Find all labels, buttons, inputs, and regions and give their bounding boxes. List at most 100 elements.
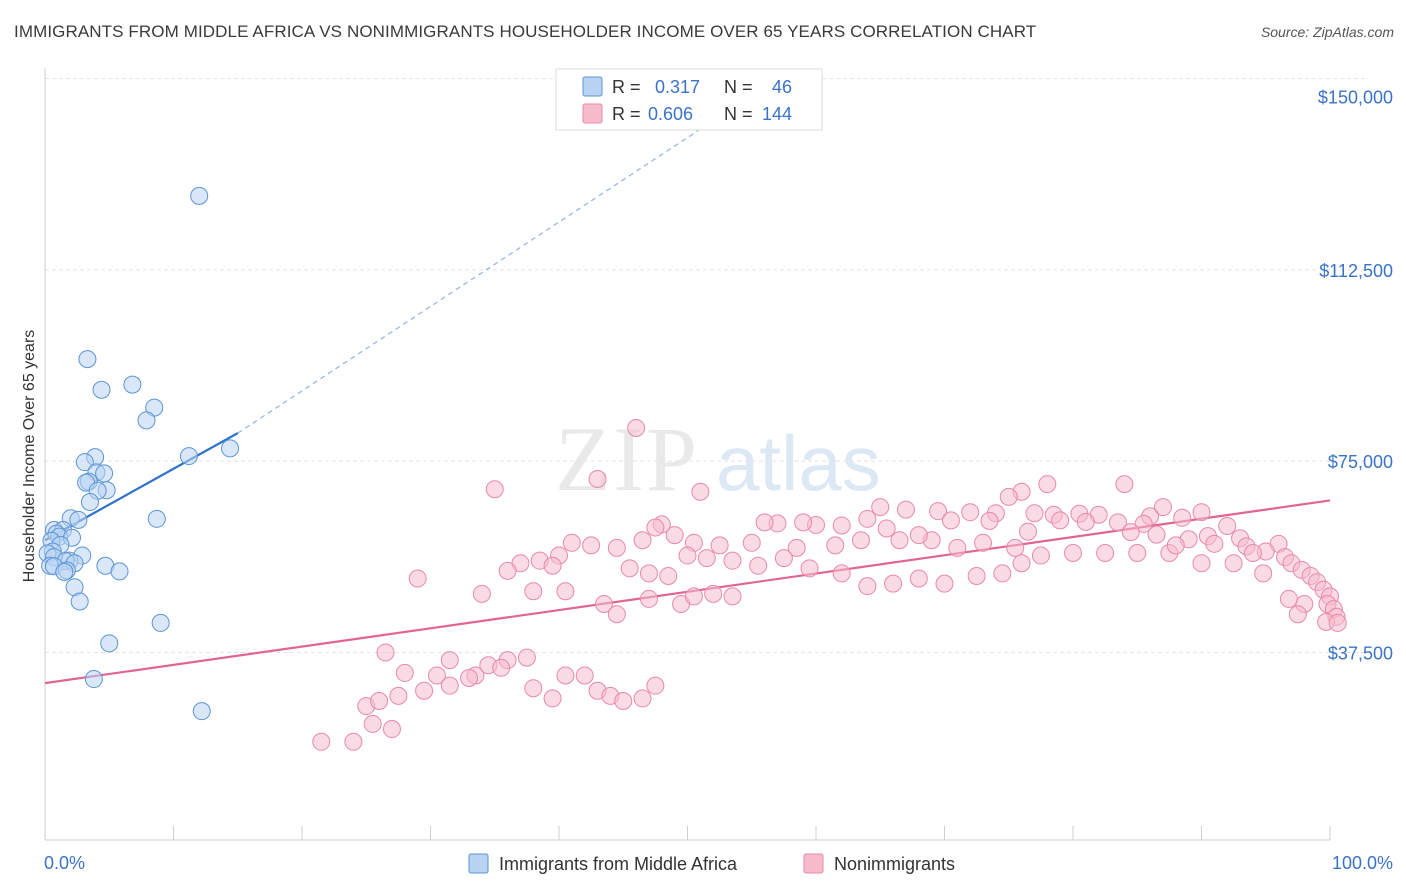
scatter-point	[75, 453, 94, 472]
scatter-point	[594, 595, 613, 614]
scatter-point	[492, 658, 511, 677]
scatter-point	[92, 380, 111, 399]
scatter-point	[755, 513, 774, 532]
scatter-point	[440, 676, 459, 695]
scatter-point	[192, 702, 211, 721]
legend-n-label: N =	[724, 104, 753, 124]
scatter-point	[832, 516, 851, 535]
scatter-point	[723, 587, 742, 606]
scatter-point	[556, 666, 575, 685]
scatter-point	[948, 538, 967, 557]
legend-swatch-immigrants	[468, 853, 489, 874]
scatter-point	[691, 482, 710, 501]
legend-r-value: 0.606	[648, 104, 693, 124]
scatter-point	[415, 681, 434, 700]
y-tick-labels: $150,000 $112,500 $75,000 $37,500	[1318, 88, 1393, 664]
series-immigrants-middle-africa	[38, 186, 240, 721]
scatter-point	[884, 574, 903, 593]
scatter-point	[1224, 554, 1243, 573]
scatter-point	[582, 536, 601, 555]
scatter-point	[524, 679, 543, 698]
scatter-point	[1006, 538, 1025, 557]
scatter-point	[620, 559, 639, 578]
scatter-point	[697, 549, 716, 568]
chart-title: IMMIGRANTS FROM MIDDLE AFRICA VS NONIMMI…	[14, 22, 1037, 41]
scatter-point	[980, 511, 999, 530]
scatter-point	[84, 670, 103, 689]
scatter-point	[1115, 475, 1134, 494]
legend-r-value: 0.317	[655, 77, 700, 97]
scatter-point	[1134, 514, 1153, 533]
scatter-point	[1012, 554, 1031, 573]
scatter-point	[1108, 513, 1127, 532]
y-tick-label: $150,000	[1318, 88, 1393, 108]
scatter-point	[826, 536, 845, 555]
legend-label-nonimmigrants: Nonimmigrants	[834, 854, 955, 874]
legend-n-label: N =	[724, 77, 753, 97]
scatter-point	[524, 582, 543, 601]
scatter-point	[78, 350, 97, 369]
scatter-point	[999, 487, 1018, 506]
scatter-point	[1173, 508, 1192, 527]
legend-n-value: 46	[772, 77, 792, 97]
scatter-point	[1031, 546, 1050, 565]
scatter-point	[800, 559, 819, 578]
scatter-point	[1038, 475, 1057, 494]
scatter-point	[1254, 564, 1273, 583]
scatter-point	[151, 613, 170, 632]
scatter-point	[179, 447, 198, 466]
scatter-point	[961, 503, 980, 522]
scatter-point	[123, 375, 142, 394]
scatter-point	[472, 584, 491, 603]
legend-swatch-pink	[582, 103, 603, 124]
scatter-point	[1121, 523, 1140, 542]
scatter-point	[389, 686, 408, 705]
scatter-point	[1025, 504, 1044, 523]
scatter-point	[100, 634, 119, 653]
scatter-point	[69, 510, 88, 529]
scatter-point	[639, 589, 658, 608]
scatter-point	[614, 691, 633, 710]
scatter-point	[774, 549, 793, 568]
y-tick-label: $112,500	[1319, 261, 1393, 281]
scatter-point	[633, 689, 652, 708]
scatter-point	[543, 556, 562, 575]
y-tick-label: $37,500	[1328, 644, 1393, 664]
y-tick-label: $75,000	[1328, 452, 1393, 472]
scatter-point	[909, 569, 928, 588]
scatter-point	[1019, 522, 1038, 541]
scatter-point	[137, 411, 156, 430]
scatter-point	[556, 582, 575, 601]
x-tick-label-min: 0.0%	[44, 853, 85, 873]
scatter-point	[678, 546, 697, 565]
scatter-point	[832, 564, 851, 583]
scatter-point	[370, 691, 389, 710]
scatter-point	[1051, 511, 1070, 530]
scatter-point	[376, 643, 395, 662]
legend-n-value: 144	[762, 104, 792, 124]
scatter-point	[55, 562, 74, 581]
scatter-point	[80, 492, 99, 511]
scatter-point	[363, 714, 382, 733]
scatter-point	[929, 502, 948, 521]
scatter-point	[427, 666, 446, 685]
scatter-point	[1147, 525, 1166, 544]
legend-r-label: R =	[612, 77, 641, 97]
scatter-point	[1328, 613, 1347, 632]
scatter-point	[460, 669, 479, 688]
scatter-point	[646, 518, 665, 537]
scatter-point	[1192, 554, 1211, 573]
scatter-point	[710, 536, 729, 555]
legend-swatch-nonimmigrants	[803, 853, 824, 874]
scatter-point	[70, 592, 89, 611]
scatter-point	[485, 480, 504, 499]
scatter-point	[704, 584, 723, 603]
scatter-point	[877, 519, 896, 538]
y-axis-title: Householder Income Over 65 years	[21, 330, 38, 583]
watermark: ZIP atlas	[555, 408, 881, 510]
scatter-point	[382, 720, 401, 739]
axes	[44, 68, 1331, 841]
scatter-point	[749, 556, 768, 575]
x-tick-label-max: 100.0%	[1332, 853, 1393, 873]
